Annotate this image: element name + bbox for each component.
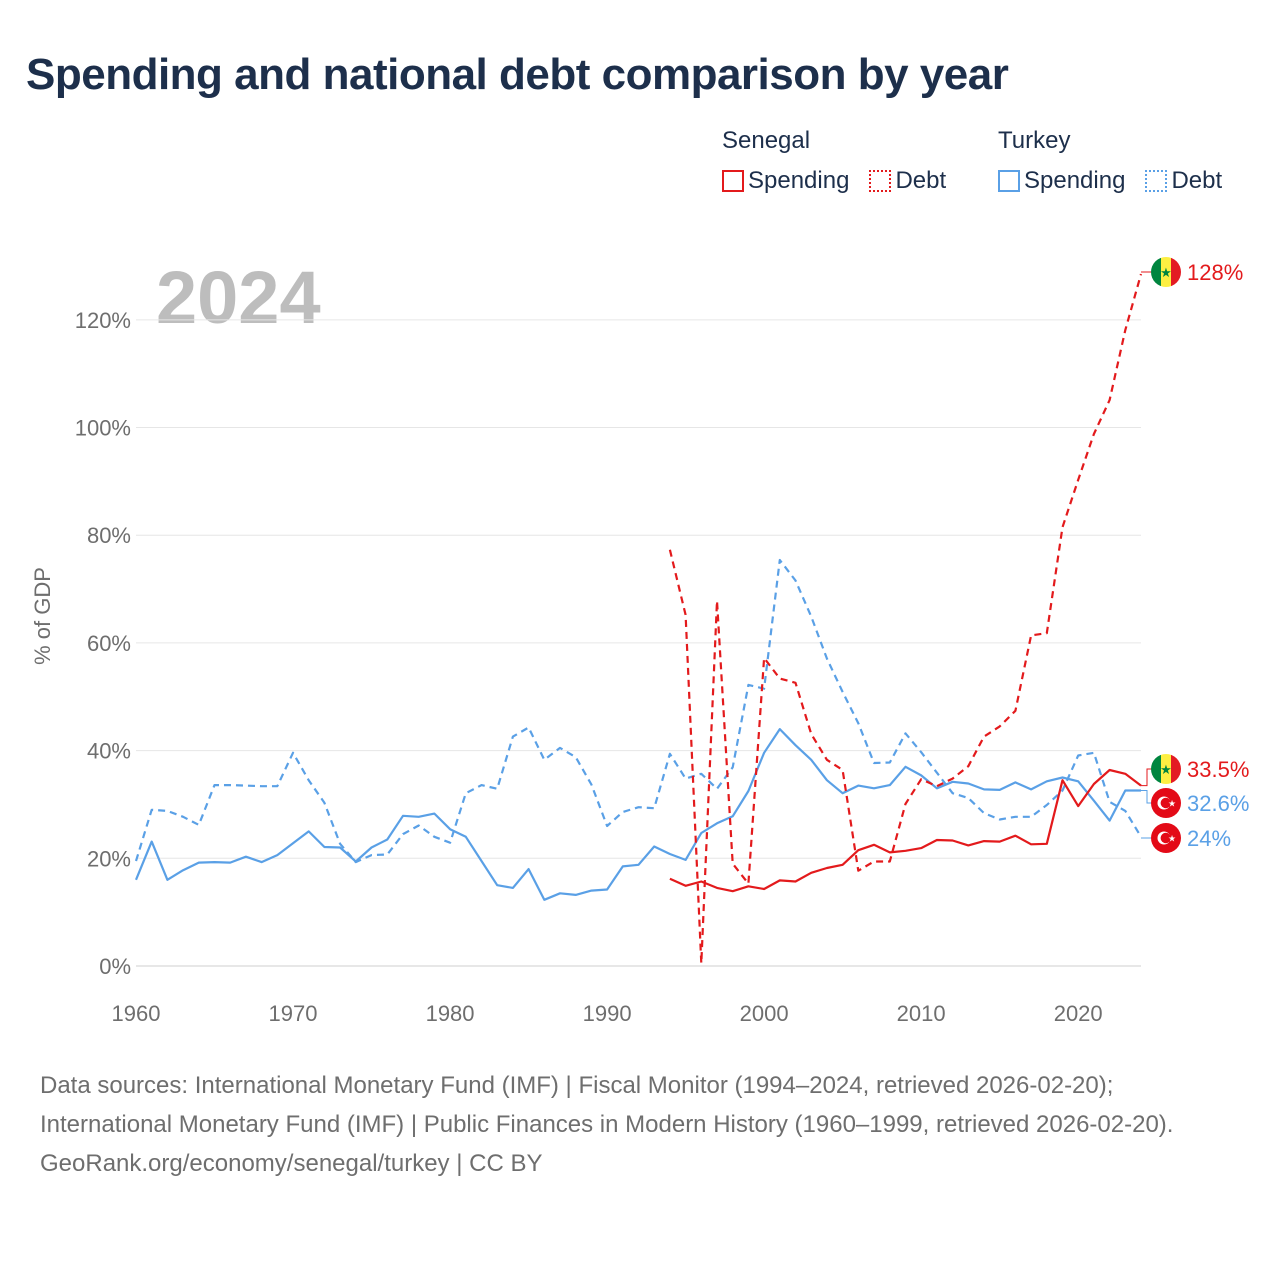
legend-label-senegal-debt: Debt [895, 167, 947, 194]
x-tick-label: 1990 [583, 1001, 632, 1026]
end-value-label: 128% [1187, 260, 1243, 285]
x-tick-label: 2020 [1054, 1001, 1103, 1026]
flag-stripe-yellow [1161, 257, 1171, 287]
flag-stripes [1151, 257, 1181, 287]
flag-star-icon: ★ [1168, 799, 1176, 809]
flag-crescent-inner [1160, 832, 1172, 844]
end-label-connector [1141, 768, 1151, 787]
senegal-flag-icon: ★ [1151, 754, 1181, 784]
flag-star-icon: ★ [1168, 834, 1176, 844]
legend-label-turkey-debt: Debt [1171, 167, 1223, 194]
y-tick-label: 60% [87, 631, 131, 656]
y-tick-label: 0% [99, 954, 131, 979]
y-tick-label: 40% [87, 739, 131, 764]
series-line-senegal-debt [668, 273, 1143, 965]
sources-text: Data sources: International Monetary Fun… [40, 1072, 1174, 1138]
series-line-senegal-spending [669, 768, 1142, 893]
flag-stripe-green [1151, 257, 1161, 287]
y-tick-label: 80% [87, 523, 131, 548]
sources-link[interactable]: GeoRank.org/economy/senegal/turkey | CC … [40, 1150, 543, 1177]
turkey-flag-icon: ★ [1151, 788, 1181, 818]
x-tick-label: 1960 [112, 1001, 161, 1026]
y-axis-label: % of GDP [30, 567, 55, 665]
x-tick-label: 1970 [269, 1001, 318, 1026]
flag-stripe-yellow [1161, 754, 1171, 784]
flag-star-icon: ★ [1160, 762, 1172, 777]
flag-stripe-red [1171, 754, 1181, 784]
legend-label-turkey-spending: Spending [1024, 167, 1126, 194]
chart-title: Spending and national debt comparison by… [26, 50, 1009, 99]
legend-turkey-spending[interactable]: Spending [998, 167, 1125, 195]
legend-senegal: Senegal Spending Debt [722, 125, 946, 195]
legend-country-turkey: Turkey [998, 127, 1071, 154]
flag-crescent-inner [1160, 797, 1172, 809]
x-tick-label: 2010 [897, 1001, 946, 1026]
legend-turkey: Turkey Spending Debt [998, 125, 1222, 195]
legend-turkey-debt[interactable]: Debt [1145, 167, 1222, 195]
line-chart: 2024 0% 20% 40% 60% 80% 100% 120% 1960 1970 1980 19… [30, 256, 1249, 1026]
flag-stripes [1151, 754, 1181, 784]
y-tick-label: 100% [75, 416, 131, 441]
legend-swatch-turkey-spending [998, 170, 1020, 192]
x-tick-label: 2000 [740, 1001, 789, 1026]
legend-senegal-spending[interactable]: Spending [722, 167, 849, 195]
y-tick-label: 20% [87, 846, 131, 871]
flag-star-icon: ★ [1160, 265, 1172, 280]
year-watermark: 2024 [156, 256, 321, 339]
end-value-label: 24% [1187, 826, 1231, 851]
legend-senegal-debt[interactable]: Debt [869, 167, 946, 195]
flag-stripe-red [1171, 257, 1181, 287]
data-sources: Data sources: International Monetary Fun… [40, 1066, 1240, 1183]
legend-swatch-senegal-debt [869, 170, 892, 192]
legend-label-senegal-spending: Spending [748, 167, 850, 194]
series-line-turkey-spending [134, 727, 1141, 901]
turkey-flag-icon: ★ [1151, 823, 1181, 853]
end-value-label: 32.6% [1187, 791, 1249, 816]
end-label-connector [1141, 790, 1151, 804]
end-value-label: 33.5% [1187, 757, 1249, 782]
legend-swatch-senegal-spending [722, 170, 744, 192]
flag-stripe-green [1151, 754, 1161, 784]
legend-swatch-turkey-debt [1145, 170, 1168, 192]
y-tick-label: 120% [75, 308, 131, 333]
series-line-turkey-debt [134, 558, 1142, 864]
legend-country-senegal: Senegal [722, 127, 811, 154]
x-tick-label: 1980 [426, 1001, 475, 1026]
senegal-flag-icon: ★ [1151, 257, 1181, 287]
